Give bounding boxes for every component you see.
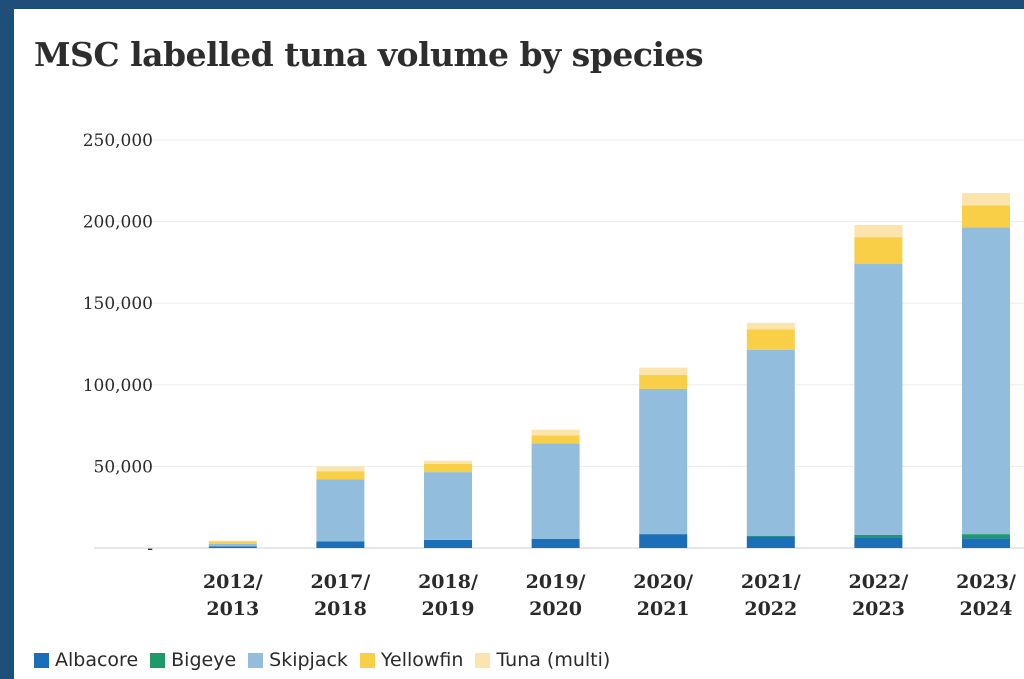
x-tick-label: 2023/ [956,571,1016,593]
x-tick-label: 2018/ [418,571,478,593]
legend-item: Albacore [34,649,138,671]
bar-segment-albacore [531,539,580,548]
legend-label: Yellowfin [380,649,464,671]
bar-segment-tuna-multi [962,193,1010,206]
chart-title: MSC labelled tuna volume by species [34,35,704,74]
bar-segment-tuna-multi [316,466,365,472]
legend-swatch [150,652,166,668]
x-tick-label: 2022/ [848,571,908,593]
x-tick-label: 2024 [960,598,1013,620]
y-tick-label: 200,000 [83,213,153,233]
x-tick-label: 2021 [637,598,690,620]
bar-segment-albacore [746,536,795,548]
y-tick-label: 150,000 [83,294,153,314]
legend-swatch [34,652,49,668]
legend-label: Tuna (multi) [496,649,611,671]
legend-swatch [248,652,264,668]
bar-segment-yellowfin [962,205,1010,228]
x-tick-label: 2022 [744,598,797,620]
x-tick-label: 2019/ [526,571,586,593]
legend-item: Bigeye [150,649,236,671]
bar-segment-albacore [424,539,472,548]
bar-segment-bigeye [962,534,1010,539]
bar-segment-tuna-multi [424,460,472,464]
y-tick-label: - [147,539,153,559]
legend-item: Skipjack [248,649,348,671]
bar-segment-skipjack [208,543,257,547]
legend-label: Albacore [55,649,139,671]
x-tick-label: 2019 [422,598,475,620]
y-tick-label: 50,000 [94,457,153,477]
bar-segment-bigeye [854,534,903,538]
x-tick-label: 2023 [852,598,905,620]
bar-segment-yellowfin [746,329,795,350]
bar-segment-yellowfin [854,237,903,265]
y-tick-label: 250,000 [83,131,153,151]
legend-label: Bigeye [171,649,237,671]
bar-segment-skipjack [962,227,1010,535]
bar-segment-albacore [639,534,688,548]
x-tick-label: 2018 [314,598,367,620]
bar-segment-albacore [854,537,903,548]
bar-segment-skipjack [316,479,365,542]
bar-segment-skipjack [854,264,903,535]
chart-card: MSC labelled tuna volume by species 250,… [14,9,1024,679]
bar-segment-tuna-multi [746,322,795,330]
legend-swatch [475,652,491,668]
x-tick-label: 2021/ [741,571,801,593]
x-tick-label: 2013 [206,598,259,620]
x-tick-label: 2017/ [310,571,370,593]
legend-item: Yellowfin [359,649,464,671]
legend-label: Skipjack [269,649,348,671]
bar-segment-tuna-multi [531,429,580,436]
legend-swatch [359,652,375,668]
bar-segment-albacore [962,538,1010,548]
x-tick-label: 2012/ [203,571,263,593]
bar-segment-albacore [316,541,365,548]
bar-segment-skipjack [424,472,472,540]
x-tick-label: 2020 [529,598,582,620]
bar-segment-yellowfin [639,375,688,389]
bar-segment-skipjack [531,443,580,540]
bar-segment-tuna-multi [208,540,257,542]
bar-segment-albacore [208,546,257,548]
bar-segment-bigeye [746,535,795,537]
chart-legend: Albacore Bigeye Skipjack Yellowfin Tuna (mul… [34,649,622,671]
stacked-bar-chart: 250,000 200,000 150,000 100,000 50,000 - 2012/… [83,131,1024,620]
bar-segment-skipjack [746,349,795,536]
bar-segment-tuna-multi [639,367,688,376]
bar-segment-yellowfin [531,435,580,444]
bar-segment-yellowfin [316,471,365,480]
x-tick-label: 2020/ [633,571,693,593]
bar-segment-tuna-multi [854,224,903,238]
y-tick-label: 100,000 [83,376,153,396]
legend-item: Tuna (multi) [475,649,610,671]
bar-segment-yellowfin [424,463,472,473]
bar-segment-yellowfin [208,541,257,544]
bar-segment-skipjack [639,388,688,535]
